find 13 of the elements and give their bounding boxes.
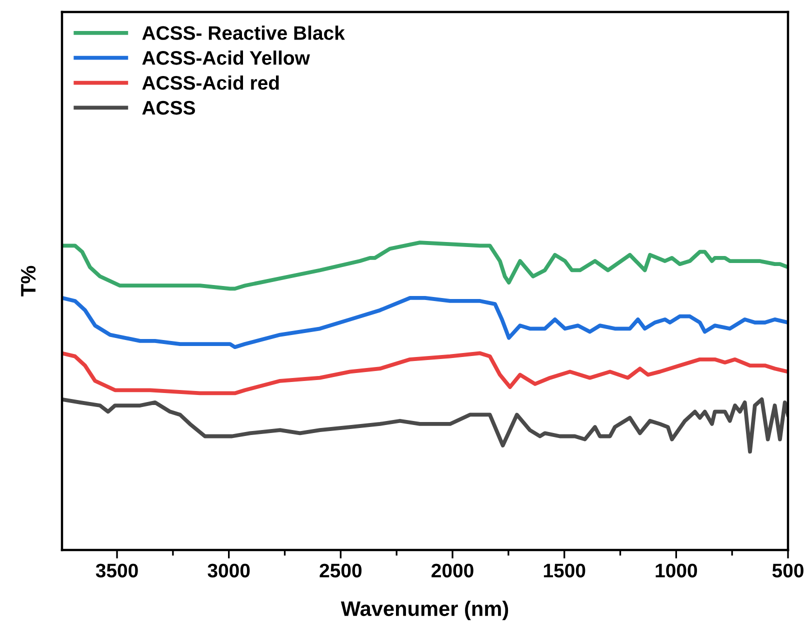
legend-label: ACSS- Reactive Black	[142, 26, 345, 40]
x-axis-title: Wavenumer (nm)	[340, 600, 508, 620]
x-tick-label: 3500	[96, 564, 138, 578]
x-tick-label: 2000	[432, 564, 474, 578]
x-tick-label: 500	[772, 564, 804, 578]
legend-label: ACSS-Acid Yellow	[142, 50, 310, 65]
legend-label: ACSS	[142, 100, 195, 115]
x-tick-label: 2500	[320, 564, 362, 578]
x-tick-label: 1500	[544, 564, 586, 578]
legend-label: ACSS-Acid red	[142, 75, 279, 90]
x-tick-label: 3000	[208, 564, 250, 578]
y-axis-title: T%	[20, 266, 36, 296]
x-tick-label: 1000	[656, 564, 698, 578]
